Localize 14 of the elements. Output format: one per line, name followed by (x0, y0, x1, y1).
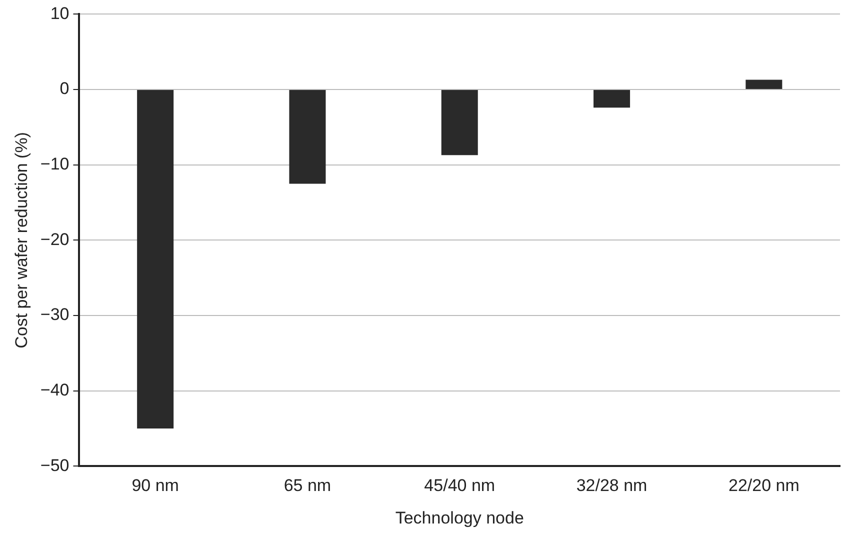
x-tick-label: 90 nm (132, 476, 179, 496)
x-axis-title: Technology node (395, 508, 524, 528)
y-tick-label: −50 (40, 456, 70, 475)
y-tick-label: −20 (40, 230, 70, 249)
y-tick-label: −40 (40, 380, 70, 400)
y-axis-title: Cost per wafer reduction (%) (12, 132, 31, 348)
y-tick-label: −30 (40, 305, 70, 324)
y-tick-label: 0 (60, 79, 70, 98)
x-tick-label: 22/20 nm (728, 476, 800, 496)
x-tick-label: 45/40 nm (424, 476, 496, 496)
y-tick-label: 10 (50, 4, 70, 23)
x-tick-label: 65 nm (284, 476, 332, 496)
x-tick-label: 32/28 nm (576, 476, 648, 496)
y-tick-label: −10 (40, 154, 70, 174)
